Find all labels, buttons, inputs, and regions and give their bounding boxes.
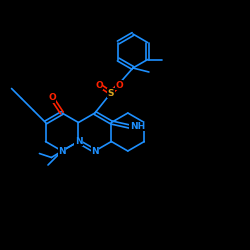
Text: N: N (75, 137, 82, 146)
Text: O: O (115, 80, 123, 90)
Text: S: S (108, 88, 114, 98)
Text: O: O (48, 94, 56, 102)
Text: N: N (58, 146, 66, 156)
Text: O: O (95, 80, 103, 90)
Text: NH: NH (130, 122, 145, 131)
Text: N: N (91, 146, 99, 156)
